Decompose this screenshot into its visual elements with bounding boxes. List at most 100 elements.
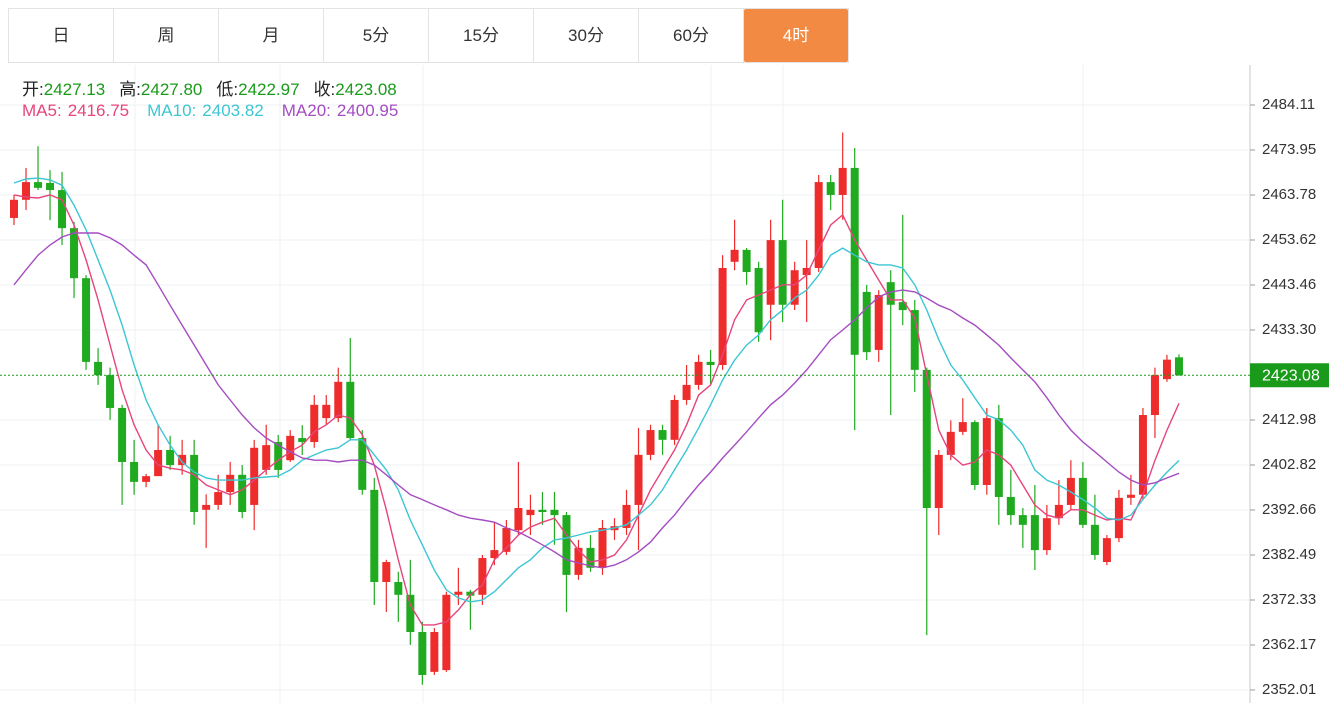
candle-body — [934, 454, 943, 509]
period-tab[interactable]: 60分 — [639, 9, 744, 62]
period-tab[interactable]: 5分 — [324, 9, 429, 62]
period-tab[interactable]: 30分 — [534, 9, 639, 62]
candle-body — [1126, 494, 1135, 498]
period-tab[interactable]: 月 — [219, 9, 324, 62]
last-price-label: 2423.08 — [1262, 367, 1320, 384]
candle-body — [1090, 524, 1099, 555]
period-tab[interactable]: 15分 — [429, 9, 534, 62]
y-tick-label: 2473.95 — [1262, 141, 1316, 158]
candle-body — [58, 190, 67, 229]
candle-body — [838, 167, 847, 195]
candle-body — [454, 591, 463, 595]
candle-body — [250, 447, 259, 505]
candle-body — [742, 249, 751, 272]
legend-value: 2403.82 — [202, 101, 264, 120]
candle-body — [274, 442, 283, 470]
candle-body — [106, 375, 115, 408]
quote-name: 高: — [119, 80, 141, 99]
candle-body — [754, 267, 763, 333]
candle-body — [478, 558, 487, 595]
candle-body — [70, 228, 79, 279]
candle-body — [154, 450, 163, 477]
candle-body — [418, 632, 427, 675]
period-tab[interactable]: 日 — [9, 9, 114, 62]
candle-body — [550, 509, 559, 516]
quote-value: 2427.80 — [140, 80, 203, 99]
candle-body — [766, 240, 775, 305]
ma-line — [13, 177, 1180, 603]
candle-body — [1054, 504, 1063, 519]
candle-body — [406, 594, 415, 633]
candle-body — [34, 182, 43, 188]
candle-body — [598, 527, 607, 568]
y-tick-label: 2362.17 — [1262, 636, 1316, 653]
last-price-box — [1250, 363, 1329, 388]
legend-item: MA5: 2416.75 — [22, 101, 129, 120]
candle-body — [130, 461, 139, 482]
candle-body — [430, 632, 439, 672]
candle-body — [82, 278, 91, 362]
candle-body — [886, 282, 895, 305]
candle-body — [226, 474, 235, 493]
period-tabs: 日周月 5分 15分 30分 60分 4时 — [8, 8, 849, 63]
quote-value: 2427.13 — [43, 80, 106, 99]
candle-body — [358, 438, 367, 490]
ma-line — [13, 232, 1180, 569]
candle-body — [958, 422, 967, 432]
candle-body — [490, 550, 499, 559]
period-tab[interactable]: 4时 — [744, 9, 848, 62]
candle-body — [1042, 518, 1051, 551]
candle-body — [994, 418, 1003, 497]
period-tab[interactable]: 周 — [114, 9, 219, 62]
x-grid — [134, 65, 1084, 703]
candle-body — [694, 361, 703, 385]
quote-name: 开: — [22, 80, 44, 99]
y-tick-label: 2352.01 — [1262, 681, 1316, 698]
quote-name: 低: — [216, 80, 239, 99]
candle-body — [1006, 496, 1015, 516]
ma-legend: MA5: 2416.75 MA10: 2403.82 MA20: 2400.95 — [22, 101, 416, 121]
quote-bar: 开:2427.13 高:2427.80 低:2422.97 收:2423.08 — [22, 75, 411, 100]
legend-name: MA5: — [22, 101, 62, 120]
candle-body — [802, 267, 811, 276]
y-tick-label: 2433.30 — [1262, 321, 1316, 338]
candle-body — [538, 509, 547, 513]
candle-body — [970, 422, 979, 485]
candle-body — [166, 450, 175, 466]
legend-name: MA20: — [281, 101, 331, 120]
candle-body — [238, 474, 247, 513]
candle-body — [310, 404, 319, 443]
candle-body — [790, 270, 799, 305]
candle-body — [1138, 415, 1147, 495]
candle-body — [586, 547, 595, 568]
candle-body — [706, 361, 715, 365]
candle-body — [502, 527, 511, 552]
candle-body — [622, 504, 631, 528]
candle-body — [1078, 477, 1087, 525]
y-tick-label: 2392.66 — [1262, 501, 1316, 518]
candle-body — [466, 591, 475, 596]
y-tick-label: 2453.62 — [1262, 231, 1316, 248]
candle-body — [1102, 538, 1111, 563]
candle-body — [298, 438, 307, 443]
y-tick-label: 2463.78 — [1262, 186, 1316, 203]
candle-body — [814, 182, 823, 268]
candle-body — [826, 182, 835, 195]
candle-body — [286, 435, 295, 461]
candle-body — [1162, 359, 1171, 380]
candle-body — [634, 454, 643, 505]
candle-body — [262, 445, 271, 470]
candle-body — [646, 430, 655, 455]
candle-body — [778, 240, 787, 305]
candle-body — [514, 508, 523, 531]
candle-body — [910, 310, 919, 370]
candle-body — [946, 431, 955, 455]
candle-body — [1150, 375, 1159, 416]
candle-body — [658, 430, 667, 440]
candle-body — [730, 249, 739, 262]
candle-body — [202, 504, 211, 510]
candle-body — [118, 407, 127, 462]
legend-item: MA10: 2403.82 — [147, 101, 264, 120]
